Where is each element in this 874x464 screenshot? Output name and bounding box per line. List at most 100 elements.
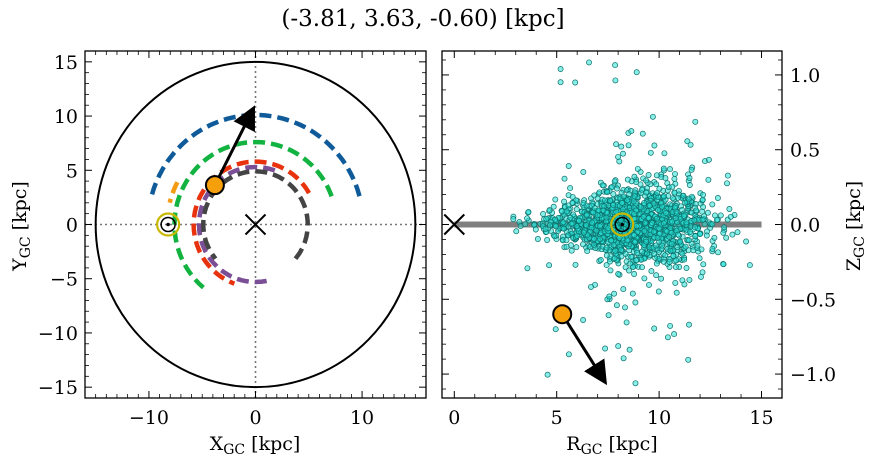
star-point (704, 209, 711, 216)
star-point (631, 210, 638, 217)
star-point (591, 236, 598, 242)
star-point (610, 202, 617, 209)
star-point (584, 248, 591, 255)
star-point (653, 272, 660, 279)
star-point (660, 220, 667, 227)
star-point (721, 224, 728, 231)
star-point (589, 219, 596, 226)
star-point (561, 198, 568, 205)
star-point (599, 182, 606, 189)
star-point (583, 222, 590, 229)
star-point (552, 223, 559, 230)
star-point (662, 252, 669, 259)
star-point (565, 163, 572, 169)
left-y-tick-label: 5 (66, 160, 78, 182)
star-point (513, 228, 520, 235)
star-point (610, 191, 617, 198)
left-y-tick-label: 15 (54, 52, 78, 74)
star-point (686, 182, 693, 188)
star-point (653, 181, 660, 188)
star-point (647, 149, 654, 156)
star-point (692, 118, 699, 125)
star-point (684, 138, 691, 145)
figure-title: (-3.81, 3.63, -0.60) [kpc] (281, 6, 564, 32)
star-point (543, 215, 550, 222)
star-point (613, 141, 620, 148)
star-point (698, 273, 704, 280)
star-point (552, 196, 559, 203)
star-point (715, 249, 721, 256)
star-point (659, 242, 666, 249)
star-point (525, 208, 532, 215)
star-point (651, 142, 658, 149)
star-point (563, 208, 570, 215)
boundary-circle (94, 60, 417, 389)
velocity-arrow (213, 105, 255, 186)
star-point (565, 232, 572, 239)
star-point (661, 150, 668, 157)
left-x-tick-label: 10 (350, 407, 374, 429)
object-marker (204, 175, 225, 196)
star-point (653, 242, 659, 249)
star-point (681, 256, 688, 263)
star-point (720, 261, 727, 268)
right-y-axis-label: ZGC [kpc] (843, 181, 868, 271)
star-point (597, 235, 603, 242)
star-point (727, 213, 734, 220)
star-point (651, 325, 658, 332)
star-point (672, 204, 678, 211)
star-point (641, 228, 648, 234)
star-point (618, 246, 625, 253)
star-point (522, 221, 529, 228)
left-x-axis-label: XGC [kpc] (210, 433, 301, 458)
right-panel: 0 5 10 15 1.0 0.5 0.0 −0.5 −1.0 (441, 50, 836, 429)
star-point (639, 264, 645, 271)
right-y-tick-label: −1.0 (790, 364, 836, 386)
star-point (603, 252, 610, 259)
star-point (692, 233, 699, 240)
star-point (692, 224, 698, 231)
star-point (674, 194, 681, 201)
star-point (524, 215, 531, 222)
right-x-axis-label: RGC [kpc] (566, 433, 657, 458)
star-point (552, 326, 559, 333)
star-point (572, 79, 579, 86)
star-point (561, 175, 568, 182)
star-point (655, 206, 661, 213)
star-point (557, 79, 564, 86)
spiral-arm-5 (167, 181, 180, 204)
star-point (713, 216, 720, 223)
sun-marker-outer-ring (610, 212, 635, 237)
star-point (656, 225, 663, 232)
star-point (612, 62, 619, 69)
star-point (576, 217, 583, 224)
right-plot-area (443, 59, 762, 387)
star-point (650, 228, 657, 235)
star-point (540, 211, 547, 217)
star-point (605, 225, 612, 232)
star-point (693, 207, 700, 214)
star-point (666, 258, 673, 265)
star-point (668, 240, 675, 247)
star-point (700, 191, 707, 198)
star-point (682, 199, 689, 206)
star-point (628, 128, 635, 135)
star-point (603, 214, 610, 221)
star-point (604, 189, 611, 196)
left-y-tick-label: 10 (54, 106, 78, 128)
star-point (567, 185, 574, 192)
star-point (679, 250, 686, 257)
star-point (699, 196, 706, 203)
star-point (711, 234, 718, 241)
star-point (667, 166, 673, 173)
star-point (580, 229, 587, 236)
star-point (601, 197, 608, 204)
star-point (586, 59, 592, 66)
left-y-tick-label: −15 (38, 377, 78, 399)
star-point (673, 257, 680, 264)
star-point (639, 130, 646, 137)
galactic-center-marker (443, 213, 465, 236)
star-point (603, 244, 610, 251)
star-point (646, 281, 652, 288)
star-point (560, 225, 567, 232)
